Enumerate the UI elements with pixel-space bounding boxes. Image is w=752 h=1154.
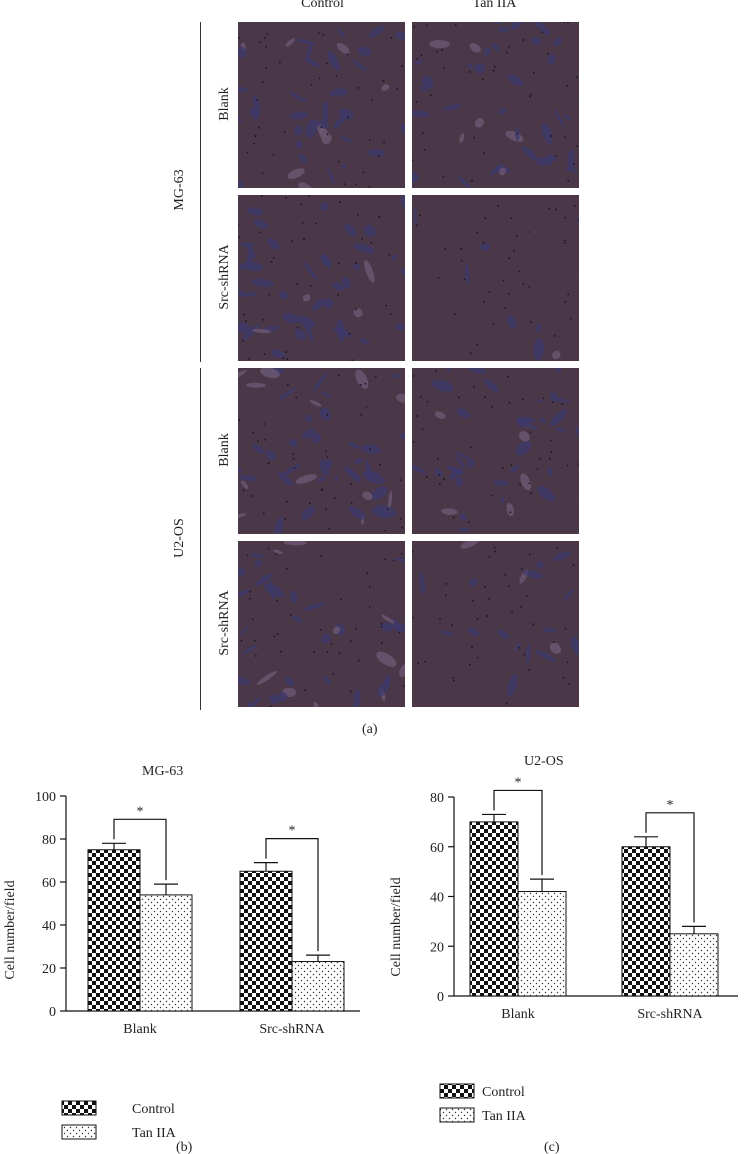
legend-label-control: Control bbox=[132, 1102, 175, 1117]
row-label-u2os-src-shrna: Src-shRNA bbox=[217, 590, 232, 656]
legend-swatch-tan-iia bbox=[439, 1107, 475, 1123]
bar-control bbox=[87, 849, 141, 1012]
group-divider-u2os bbox=[200, 368, 201, 710]
y-tick-label: 0 bbox=[437, 990, 444, 1005]
plot-area: 0 20 40 60 80 100 Blank * Src-shRNA * bbox=[35, 790, 360, 1037]
group-divider-mg63 bbox=[200, 22, 201, 362]
bar-tan-iia bbox=[517, 891, 567, 997]
column-label-control: Control bbox=[301, 0, 344, 11]
y-tick-label: 20 bbox=[42, 962, 56, 977]
row-label-u2os-blank: Blank bbox=[217, 433, 232, 467]
micrograph-mg63-blank-control bbox=[238, 22, 405, 188]
y-tick-label: 100 bbox=[35, 790, 56, 805]
y-tick-label: 80 bbox=[42, 833, 56, 848]
micrograph-mg63-src-shrna-tan-iia bbox=[412, 195, 579, 361]
y-tick-label: 20 bbox=[430, 940, 444, 955]
legend-swatch-tan-iia bbox=[61, 1124, 97, 1140]
significance-bracket bbox=[493, 789, 543, 876]
y-tick-label: 60 bbox=[42, 876, 56, 891]
chart-u2os: U2-OS Cell number/field 0 20 40 60 80 Blank * S… bbox=[389, 754, 738, 1154]
x-tick-label: Src-shRNA bbox=[259, 1022, 325, 1037]
legend-label-control: Control bbox=[482, 1085, 525, 1100]
y-axis-label: Cell number/field bbox=[3, 880, 18, 979]
bar-tan-iia bbox=[139, 894, 193, 1012]
column-label-tan-iia: Tan IIA bbox=[472, 0, 517, 11]
significance-star: * bbox=[137, 804, 144, 819]
bar-tan-iia bbox=[669, 933, 719, 997]
bar-control bbox=[469, 821, 519, 997]
panel-letter-b: (b) bbox=[176, 1140, 193, 1154]
micrograph-mg63-blank-tan-iia bbox=[412, 22, 579, 188]
bar-control bbox=[621, 846, 671, 997]
y-tick-label: 0 bbox=[49, 1005, 56, 1020]
panel-letter-c: (c) bbox=[544, 1140, 560, 1154]
micrograph-u2os-blank-tan-iia bbox=[412, 368, 579, 534]
chart-title: MG-63 bbox=[142, 764, 183, 779]
x-tick-label: Src-shRNA bbox=[637, 1007, 703, 1022]
legend-label-tan-iia: Tan IIA bbox=[132, 1126, 177, 1141]
significance-bracket bbox=[645, 812, 695, 923]
chart-mg63: MG-63 Cell number/field 0 20 40 60 80 100 Blan… bbox=[3, 764, 360, 1154]
legend-swatch-control bbox=[439, 1083, 475, 1099]
y-tick-label: 80 bbox=[430, 791, 444, 806]
legend-swatch-control bbox=[61, 1100, 97, 1116]
group-label-u2os: U2-OS bbox=[172, 518, 187, 558]
significance-star: * bbox=[289, 824, 296, 839]
chart-title: U2-OS bbox=[524, 754, 564, 769]
significance-star: * bbox=[667, 798, 674, 813]
bar-control bbox=[239, 870, 293, 1012]
micrograph-u2os-blank-control bbox=[238, 368, 405, 534]
plot-area: 0 20 40 60 80 Blank * Src-shRNA * bbox=[430, 775, 738, 1022]
significance-bracket bbox=[113, 818, 167, 881]
legend-label-tan-iia: Tan IIA bbox=[482, 1109, 527, 1124]
y-tick-label: 60 bbox=[430, 841, 444, 856]
group-label-mg63: MG-63 bbox=[172, 169, 187, 211]
row-label-mg63-src-shrna: Src-shRNA bbox=[217, 244, 232, 310]
significance-bracket bbox=[265, 838, 319, 952]
panel-letter-a: (a) bbox=[362, 722, 378, 737]
y-tick-label: 40 bbox=[430, 891, 444, 906]
y-tick-label: 40 bbox=[42, 919, 56, 934]
micrograph-u2os-src-shrna-control bbox=[238, 541, 405, 707]
micrograph-u2os-src-shrna-tan-iia bbox=[412, 541, 579, 707]
x-tick-label: Blank bbox=[123, 1022, 156, 1037]
significance-star: * bbox=[515, 775, 522, 790]
bar-tan-iia bbox=[291, 961, 345, 1012]
y-axis-label: Cell number/field bbox=[389, 877, 404, 976]
x-tick-label: Blank bbox=[501, 1007, 534, 1022]
micrograph-mg63-src-shrna-control bbox=[238, 195, 405, 361]
row-label-mg63-blank: Blank bbox=[217, 87, 232, 121]
